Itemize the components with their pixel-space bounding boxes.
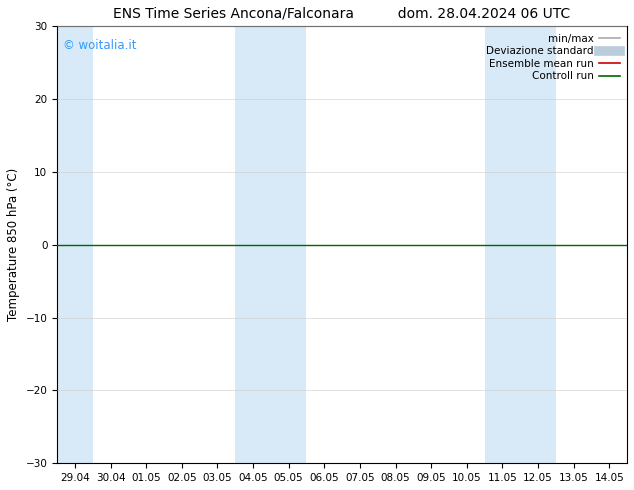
Bar <box>235 26 306 464</box>
Text: © woitalia.it: © woitalia.it <box>63 39 136 52</box>
Y-axis label: Temperature 850 hPa (°C): Temperature 850 hPa (°C) <box>7 168 20 321</box>
Title: ENS Time Series Ancona/Falconara          dom. 28.04.2024 06 UTC: ENS Time Series Ancona/Falconara dom. 28… <box>113 7 571 21</box>
Legend: min/max, Deviazione standard, Ensemble mean run, Controll run: min/max, Deviazione standard, Ensemble m… <box>484 31 622 83</box>
Bar <box>484 26 556 464</box>
Bar <box>57 26 93 464</box>
